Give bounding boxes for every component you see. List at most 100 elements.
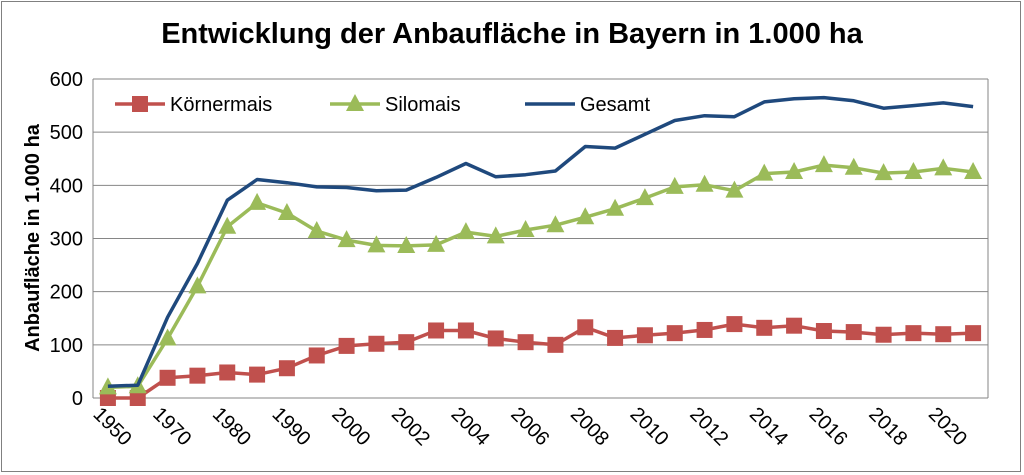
axes — [92, 79, 989, 399]
data-point — [756, 319, 773, 336]
data-point — [457, 322, 474, 339]
y-axis-label: Anbaufläche in 1.000 ha — [22, 123, 44, 352]
data-point — [666, 325, 683, 342]
data-point — [516, 219, 535, 237]
data-point — [159, 369, 176, 386]
data-point — [786, 317, 803, 334]
data-point — [576, 207, 595, 225]
series-line-silomais — [107, 163, 974, 390]
data-point — [338, 337, 355, 354]
x-tick-label: 2008 — [566, 403, 613, 450]
data-point — [428, 322, 445, 339]
legend-label: Gesamt — [580, 94, 650, 116]
x-tick-label: 1980 — [208, 403, 255, 450]
data-point — [249, 366, 266, 383]
data-point — [814, 155, 833, 173]
data-point — [725, 180, 744, 198]
data-point — [517, 334, 534, 351]
data-point — [636, 327, 653, 344]
data-point — [695, 174, 714, 192]
x-tick-labels: 1950 1970 1980 1990 2000 2002 2004 2006 2008 2010… — [89, 403, 971, 450]
data-point — [844, 157, 863, 175]
legend-marker — [346, 94, 364, 111]
data-point — [815, 323, 832, 340]
data-point — [964, 162, 983, 180]
data-point — [546, 215, 565, 233]
data-point — [606, 198, 625, 216]
data-point — [755, 163, 774, 181]
data-point — [427, 234, 446, 252]
data-point — [874, 163, 893, 181]
chart-title: Entwicklung der Anbaufläche in Bayern in… — [161, 18, 863, 50]
x-tick-label: 1970 — [148, 403, 195, 450]
data-point — [278, 360, 295, 377]
y-tick-label: 100 — [50, 335, 83, 357]
series-line-gesamt — [107, 95, 974, 389]
data-point — [158, 328, 177, 346]
data-point — [904, 162, 923, 180]
data-point — [308, 347, 325, 364]
series-line-koernermais — [107, 322, 974, 400]
legend-item-koernermais: Körnermais — [115, 94, 272, 116]
data-point — [218, 216, 237, 234]
x-tick-label: 2002 — [387, 403, 434, 450]
legend-item-gesamt: Gesamt — [525, 94, 650, 116]
data-point — [487, 330, 504, 347]
data-point — [905, 325, 922, 342]
data-point — [219, 364, 236, 381]
data-point — [277, 202, 296, 220]
legend-label: Silomais — [385, 94, 461, 116]
data-point — [456, 222, 475, 240]
data-point — [785, 162, 804, 180]
legend-item-silomais: Silomais — [330, 94, 461, 116]
x-tick-label: 2014 — [745, 403, 792, 450]
y-tick-label: 300 — [50, 229, 83, 251]
x-tick-label: 1950 — [89, 403, 136, 450]
data-point — [547, 336, 564, 353]
y-tick-label: 400 — [50, 175, 83, 197]
x-tick-label: 2004 — [447, 403, 494, 450]
x-tick-label: 1990 — [268, 403, 315, 450]
y-tick-label: 200 — [50, 282, 83, 304]
y-tick-label: 0 — [72, 388, 83, 410]
data-point — [398, 334, 415, 351]
series-silomais — [98, 155, 983, 395]
data-point — [368, 335, 385, 352]
x-tick-label: 2000 — [327, 403, 374, 450]
series-koernermais — [99, 316, 982, 406]
data-point — [875, 326, 892, 343]
y-tick-label: 500 — [50, 122, 83, 144]
y-tick-label: 600 — [50, 69, 83, 91]
data-point — [635, 188, 654, 206]
x-tick-label: 2010 — [626, 403, 673, 450]
data-point — [696, 321, 713, 338]
data-point — [934, 158, 953, 176]
data-point — [577, 319, 594, 336]
data-point — [188, 276, 207, 294]
data-point — [486, 226, 505, 244]
x-tick-label: 2006 — [506, 403, 553, 450]
data-point — [367, 235, 386, 253]
data-point — [397, 235, 416, 253]
data-point — [189, 367, 206, 384]
x-tick-label: 2018 — [864, 403, 911, 450]
data-point — [607, 329, 624, 346]
series-group — [98, 95, 983, 406]
data-point — [965, 325, 982, 342]
data-point — [726, 316, 743, 333]
legend-marker — [132, 96, 148, 112]
data-point — [845, 324, 862, 341]
series-gesamt — [107, 95, 974, 389]
legend: Körnermais Silomais Gesamt — [115, 94, 650, 116]
x-tick-label: 2016 — [805, 403, 852, 450]
legend-label: Körnermais — [170, 94, 272, 116]
data-point — [337, 230, 356, 248]
data-point — [248, 192, 267, 210]
gridlines — [93, 78, 988, 346]
x-tick-label: 2012 — [685, 403, 732, 450]
data-point — [665, 176, 684, 194]
data-point — [935, 326, 952, 343]
data-point — [307, 221, 326, 239]
y-tick-labels: 0 100 200 300 400 500 600 — [50, 69, 83, 410]
